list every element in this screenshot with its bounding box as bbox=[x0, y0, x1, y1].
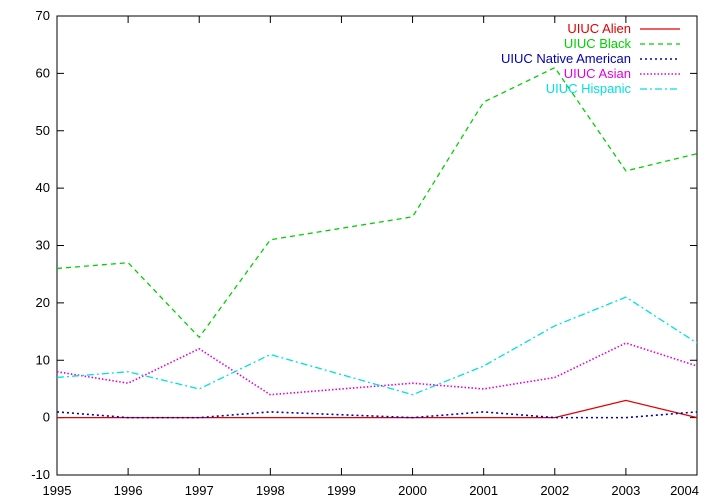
y-tick-label: 70 bbox=[36, 8, 50, 23]
series-line-uiuc-alien bbox=[57, 399, 698, 419]
series-line-uiuc-hispanic bbox=[56, 296, 698, 396]
legend-label: UIUC Hispanic bbox=[546, 81, 632, 96]
y-tick-label: -10 bbox=[31, 467, 50, 482]
y-tick-label: 30 bbox=[36, 238, 50, 253]
x-tick-label: 1996 bbox=[114, 483, 143, 498]
series-line-uiuc-native-american bbox=[56, 411, 698, 419]
series-line-uiuc-black bbox=[56, 66, 698, 339]
y-tick-label: 10 bbox=[36, 352, 50, 367]
y-tick-label: 50 bbox=[36, 123, 50, 138]
legend-label: UIUC Alien bbox=[567, 21, 631, 36]
x-tick-label: 2003 bbox=[611, 483, 640, 498]
x-tick-label: 1998 bbox=[256, 483, 285, 498]
x-tick-label: 2002 bbox=[540, 483, 569, 498]
y-tick-label: 40 bbox=[36, 180, 50, 195]
x-tick-label: 1999 bbox=[327, 483, 356, 498]
axis-ticks: -10 0 10 20 30 40 50 60 70 1995 1996 1997 1998 1999 20… bbox=[31, 8, 699, 498]
legend-label: UIUC Native American bbox=[501, 51, 631, 66]
x-tick-label: 2004 bbox=[670, 483, 699, 498]
y-tick-label: 60 bbox=[36, 65, 50, 80]
x-tick-label: 1995 bbox=[43, 483, 72, 498]
y-tick-label: 0 bbox=[43, 410, 50, 425]
x-tick-label: 1997 bbox=[185, 483, 214, 498]
legend-label: UIUC Black bbox=[564, 36, 632, 51]
series-line-uiuc-asian bbox=[56, 342, 698, 396]
legend-label: UIUC Asian bbox=[564, 66, 631, 81]
y-tick-label: 20 bbox=[36, 295, 50, 310]
series-lines bbox=[56, 66, 698, 419]
x-tick-label: 2000 bbox=[398, 483, 427, 498]
x-tick-label: 2001 bbox=[469, 483, 498, 498]
